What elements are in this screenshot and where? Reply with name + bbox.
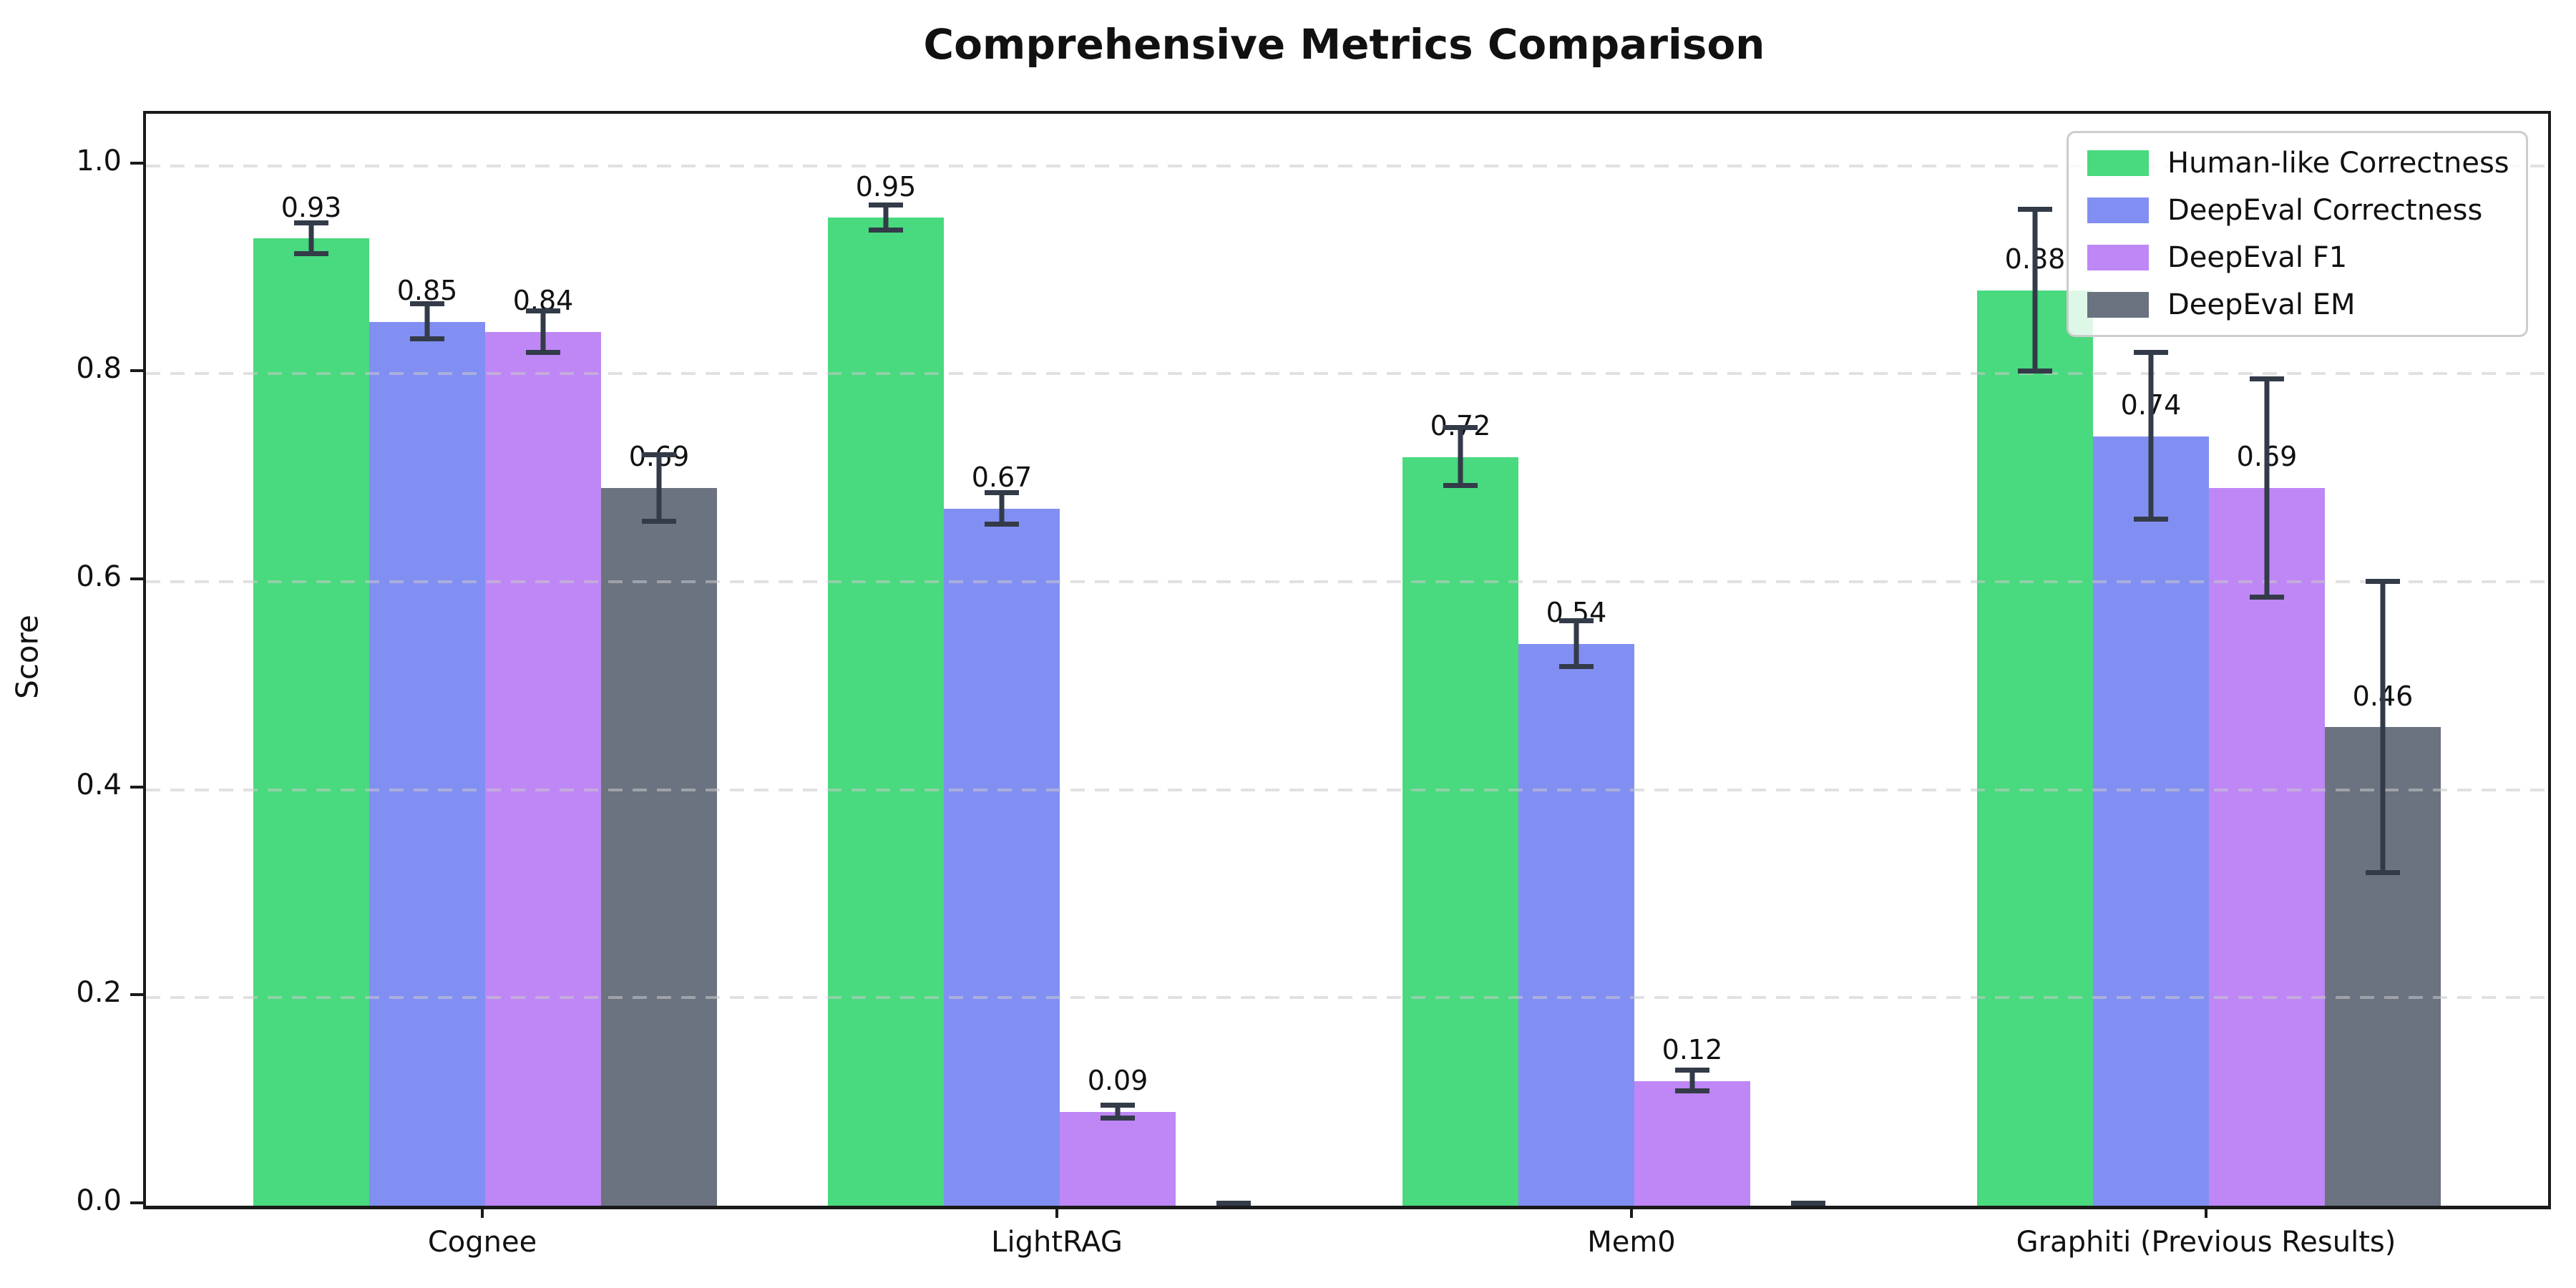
- error-bar-cap: [410, 336, 444, 342]
- x-tick-mark: [2204, 1206, 2207, 1218]
- y-tick-label: 1.0: [76, 144, 122, 177]
- error-bar: [1574, 621, 1579, 668]
- error-bar-cap: [985, 490, 1019, 496]
- legend-item: Human-like Correctness: [2087, 145, 2509, 182]
- bar: [1402, 457, 1518, 1206]
- error-bar-cap: [526, 350, 560, 356]
- error-bar-cap: [2017, 369, 2052, 374]
- error-bar-cap: [2365, 869, 2400, 875]
- x-tick-label: LightRAG: [991, 1226, 1123, 1259]
- bar: [1518, 644, 1634, 1206]
- error-bar-cap: [294, 251, 328, 257]
- x-tick-label: Mem0: [1587, 1226, 1676, 1259]
- bar: [2092, 436, 2209, 1206]
- y-tick-label: 0.2: [76, 976, 122, 1010]
- error-bar: [1458, 427, 1463, 487]
- error-bar: [308, 223, 314, 255]
- legend-label: DeepEval EM: [2167, 288, 2356, 321]
- bar-value-label: 0.93: [280, 191, 342, 223]
- error-bar-cap: [985, 522, 1019, 527]
- error-bar-cap: [2249, 594, 2284, 600]
- bar: [485, 332, 601, 1206]
- bar: [1634, 1080, 1750, 1206]
- error-bar-cap: [1558, 618, 1594, 624]
- error-bar-cap: [1101, 1115, 1135, 1121]
- error-bar-cap: [1674, 1068, 1709, 1073]
- error-bar-cap: [410, 301, 444, 306]
- x-tick-label: Cognee: [427, 1226, 537, 1259]
- bar: [253, 238, 369, 1206]
- bar: [1976, 291, 2093, 1206]
- error-bar: [2264, 379, 2270, 597]
- legend-label: DeepEval F1: [2167, 241, 2348, 274]
- bar-value-label: 0.12: [1662, 1033, 1723, 1065]
- error-bar-cap: [1674, 1088, 1709, 1094]
- error-bar: [2148, 353, 2154, 519]
- error-bar-cap: [2133, 350, 2168, 356]
- legend-swatch: [2087, 245, 2149, 270]
- error-bar-cap: [642, 518, 676, 524]
- legend-swatch: [2087, 292, 2149, 318]
- x-tick-mark: [1055, 1206, 1058, 1218]
- error-bar-cap: [2249, 376, 2284, 381]
- bar: [369, 321, 485, 1206]
- error-bar-cap: [869, 227, 903, 233]
- error-bar-cap: [2365, 579, 2400, 584]
- y-tick-label: 0.8: [76, 352, 122, 386]
- error-bar: [1689, 1070, 1695, 1092]
- y-tick-mark: [130, 1201, 143, 1204]
- y-tick-mark: [130, 577, 143, 580]
- legend-label: DeepEval Correctness: [2167, 194, 2483, 227]
- x-tick-mark: [481, 1206, 484, 1218]
- bar: [2208, 488, 2325, 1206]
- bar: [828, 218, 944, 1206]
- legend: Human-like Correctness DeepEval Correctne…: [2067, 131, 2528, 337]
- error-bar: [656, 454, 662, 522]
- error-bar: [424, 303, 430, 340]
- bar-value-label: 0.09: [1087, 1065, 1148, 1097]
- error-bar-cap: [1443, 483, 1478, 489]
- y-tick-mark: [130, 369, 143, 373]
- y-tick-label: 0.4: [76, 768, 122, 801]
- error-bar-cap: [1790, 1201, 1825, 1206]
- error-bar-cap: [869, 202, 903, 208]
- bar: [1060, 1112, 1176, 1206]
- error-bar-cap: [2133, 516, 2168, 522]
- chart-title: Comprehensive Metrics Comparison: [923, 20, 1765, 69]
- y-tick-mark: [130, 785, 143, 789]
- error-bar: [999, 493, 1005, 525]
- bar: [944, 509, 1060, 1206]
- error-bar-cap: [1101, 1103, 1135, 1108]
- error-bar: [1115, 1106, 1121, 1118]
- legend-swatch: [2087, 197, 2149, 223]
- legend-swatch: [2087, 150, 2149, 176]
- error-bar-cap: [1558, 664, 1594, 670]
- legend-item: DeepEval Correctness: [2087, 192, 2507, 229]
- bar-value-label: 0.95: [855, 170, 917, 203]
- y-axis-label: Score: [9, 615, 45, 699]
- legend-item: DeepEval EM: [2087, 286, 2507, 323]
- legend-item: DeepEval F1: [2087, 239, 2507, 276]
- error-bar-cap: [526, 308, 560, 314]
- bar: [601, 488, 717, 1206]
- error-bar-cap: [1443, 424, 1478, 430]
- error-bar: [2032, 209, 2038, 372]
- error-bar-cap: [294, 220, 328, 225]
- error-bar: [883, 205, 889, 230]
- x-tick-label: Graphiti (Previous Results): [2016, 1226, 2396, 1259]
- error-bar-cap: [2017, 206, 2052, 212]
- error-bar-cap: [1216, 1201, 1251, 1206]
- legend-label: Human-like Correctness: [2167, 147, 2509, 180]
- error-bar-cap: [642, 452, 676, 457]
- error-bar: [2380, 582, 2386, 873]
- y-tick-mark: [130, 993, 143, 997]
- y-tick-label: 0.0: [76, 1184, 122, 1217]
- y-tick-mark: [130, 161, 143, 165]
- y-tick-label: 0.6: [76, 560, 122, 593]
- bar-value-label: 0.67: [971, 462, 1033, 494]
- error-bar: [540, 311, 546, 353]
- x-tick-mark: [1629, 1206, 1633, 1218]
- bar-value-label: 0.85: [396, 274, 458, 306]
